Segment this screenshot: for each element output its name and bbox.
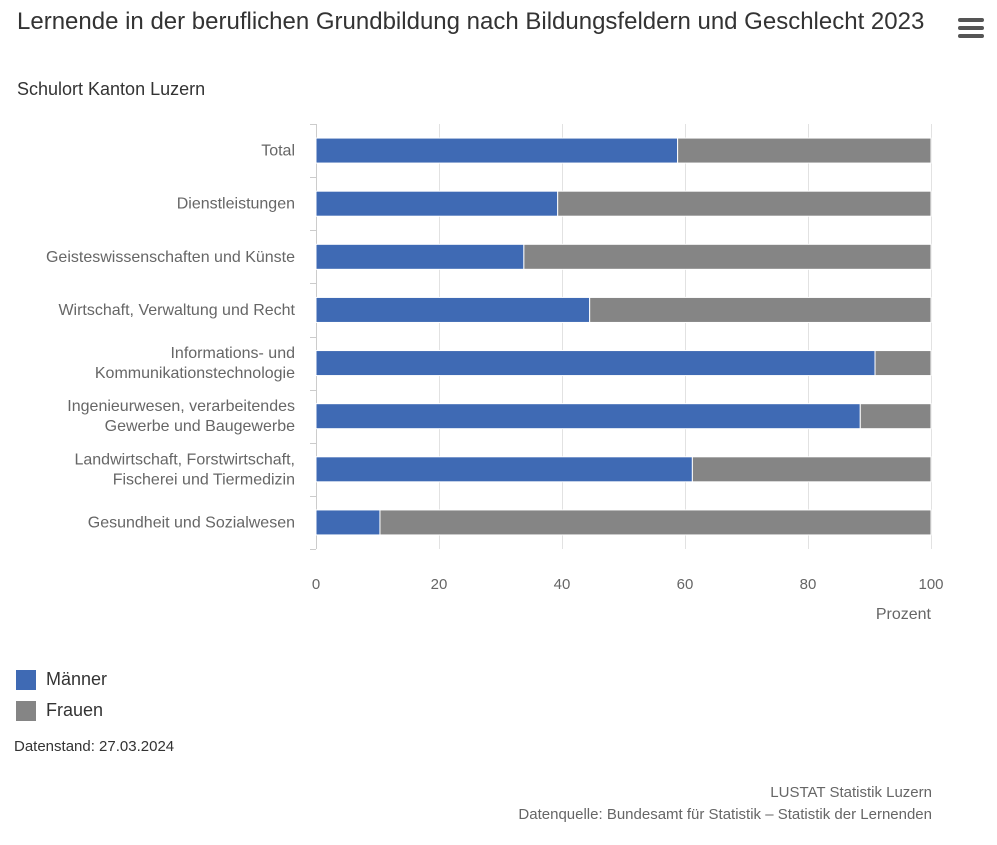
bar-frauen[interactable] bbox=[557, 190, 932, 217]
bar-maenner[interactable] bbox=[315, 403, 861, 430]
bar-frauen[interactable] bbox=[874, 350, 932, 377]
menu-line bbox=[958, 26, 984, 30]
bar-maenner[interactable] bbox=[315, 509, 381, 536]
stacked-bar-chart: Total Dienstleistungen Geisteswissenschaft… bbox=[46, 124, 944, 623]
category-label-line: Dienstleistungen bbox=[177, 196, 295, 213]
category-label-line: Fischerei und Tiermedizin bbox=[113, 471, 295, 488]
category-label-line: Landwirtschaft, Forstwirtschaft, bbox=[74, 451, 295, 468]
category-label-line: Wirtschaft, Verwaltung und Recht bbox=[58, 302, 295, 319]
category-label: Landwirtschaft, Forstwirtschaft, Fischere… bbox=[74, 451, 295, 488]
x-tick-labels: 0 20 40 60 80 100 bbox=[312, 576, 944, 593]
credits-source: Datenquelle: Bundesamt für Statistik – S… bbox=[518, 806, 932, 823]
category-label-line: Kommunikationstechnologie bbox=[95, 365, 295, 382]
category-label-line: Gewerbe und Baugewerbe bbox=[105, 418, 295, 435]
legend-item-frauen[interactable]: Frauen bbox=[16, 695, 107, 726]
chart-subtitle: Schulort Kanton Luzern bbox=[17, 79, 206, 99]
x-tick-label: 100 bbox=[918, 576, 943, 593]
legend-swatch-frauen bbox=[16, 700, 36, 721]
bar-frauen[interactable] bbox=[523, 243, 932, 270]
category-label: Total bbox=[261, 143, 295, 160]
hamburger-menu-icon[interactable] bbox=[956, 18, 986, 44]
bar-frauen[interactable] bbox=[589, 296, 932, 323]
bar-maenner[interactable] bbox=[315, 137, 679, 164]
bar-maenner[interactable] bbox=[315, 296, 591, 323]
bars bbox=[315, 137, 932, 536]
legend: Männer Frauen bbox=[16, 664, 107, 726]
menu-line bbox=[958, 18, 984, 22]
bar-maenner[interactable] bbox=[315, 190, 559, 217]
bar-maenner[interactable] bbox=[315, 350, 876, 377]
bar-frauen[interactable] bbox=[379, 509, 932, 536]
bar-maenner[interactable] bbox=[315, 243, 525, 270]
category-label-line: Gesundheit und Sozialwesen bbox=[88, 514, 295, 531]
category-label: Geisteswissenschaften und Künste bbox=[46, 249, 295, 266]
bar-frauen[interactable] bbox=[677, 137, 932, 164]
bar-frauen[interactable] bbox=[691, 456, 932, 483]
legend-label-frauen: Frauen bbox=[46, 700, 104, 720]
data-date: Datenstand: 27.03.2024 bbox=[14, 738, 175, 755]
grid-lines bbox=[310, 124, 932, 550]
x-axis-title: Prozent bbox=[876, 606, 932, 623]
category-label-line: Geisteswissenschaften und Künste bbox=[46, 249, 295, 266]
bar-frauen[interactable] bbox=[859, 403, 932, 430]
x-tick-label: 40 bbox=[554, 576, 571, 593]
category-label-line: Total bbox=[261, 143, 295, 160]
legend-label-maenner: Männer bbox=[46, 669, 108, 689]
category-labels: Total Dienstleistungen Geisteswissenschaft… bbox=[46, 143, 296, 532]
category-label: Wirtschaft, Verwaltung und Recht bbox=[58, 302, 295, 319]
x-tick-label: 20 bbox=[431, 576, 448, 593]
credits-publisher: LUSTAT Statistik Luzern bbox=[770, 784, 932, 801]
category-label-line: Informations- und bbox=[170, 345, 295, 362]
category-label: Informations- und Kommunikationstechnolog… bbox=[95, 345, 295, 382]
x-tick-label: 80 bbox=[800, 576, 817, 593]
menu-line bbox=[958, 34, 984, 38]
bar-maenner[interactable] bbox=[315, 456, 693, 483]
legend-item-maenner[interactable]: Männer bbox=[16, 664, 107, 695]
chart-title: Lernende in der beruflichen Grundbildung… bbox=[17, 8, 925, 35]
x-tick-label: 0 bbox=[312, 576, 320, 593]
x-tick-label: 60 bbox=[677, 576, 694, 593]
category-label: Gesundheit und Sozialwesen bbox=[88, 514, 295, 531]
category-label: Ingenieurwesen, verarbeitendes Gewerbe un… bbox=[67, 398, 295, 435]
category-label: Dienstleistungen bbox=[177, 196, 295, 213]
category-label-line: Ingenieurwesen, verarbeitendes bbox=[67, 398, 295, 415]
credits: LUSTAT Statistik Luzern Datenquelle: Bun… bbox=[518, 782, 932, 826]
legend-swatch-maenner bbox=[16, 669, 36, 690]
